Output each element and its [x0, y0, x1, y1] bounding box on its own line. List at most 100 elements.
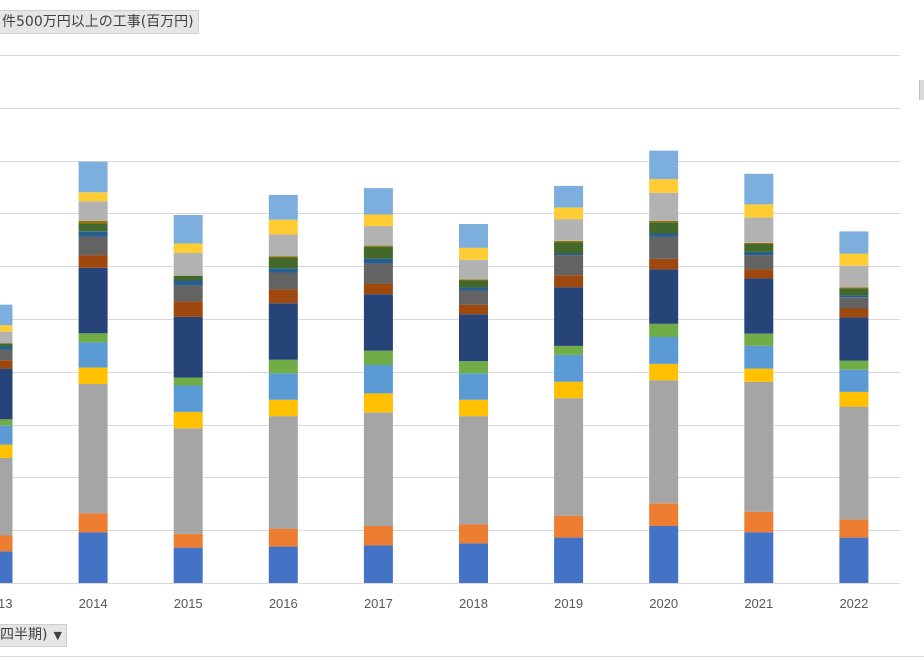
- bar-segment-s9-2022[interactable]: [839, 297, 869, 309]
- bar-segment-s1-2013[interactable]: [0, 551, 13, 583]
- bar-stack-2014[interactable]: [78, 161, 108, 583]
- bar-segment-s4-2017[interactable]: [363, 393, 393, 413]
- bar-segment-s3-2017[interactable]: [363, 412, 393, 527]
- bar-segment-s10-2017[interactable]: [363, 258, 393, 264]
- bar-segment-s5-2013[interactable]: [0, 425, 13, 445]
- bar-segment-s2-2015[interactable]: [173, 533, 203, 548]
- bar-segment-s1-2019[interactable]: [554, 537, 584, 583]
- bar-segment-s1-2020[interactable]: [649, 526, 679, 583]
- bar-segment-s9-2015[interactable]: [173, 285, 203, 302]
- bar-segment-s14-2019[interactable]: [554, 207, 584, 220]
- bar-segment-s5-2021[interactable]: [744, 345, 774, 369]
- bar-segment-s13-2017[interactable]: [363, 226, 393, 246]
- bar-segment-s12-2018[interactable]: [459, 279, 488, 281]
- bar-segment-s8-2015[interactable]: [173, 301, 203, 317]
- bar-segment-s8-2021[interactable]: [744, 269, 774, 279]
- bar-stack-2022[interactable]: [839, 231, 869, 583]
- bar-segment-s13-2021[interactable]: [744, 217, 774, 243]
- bar-segment-s11-2014[interactable]: [78, 223, 108, 232]
- bar-segment-s13-2014[interactable]: [78, 201, 108, 221]
- bar-segment-s14-2015[interactable]: [173, 243, 203, 254]
- bar-segment-s14-2013[interactable]: [0, 325, 13, 332]
- bar-segment-s3-2022[interactable]: [839, 406, 869, 520]
- bar-segment-s8-2022[interactable]: [839, 308, 869, 318]
- bar-segment-s7-2015[interactable]: [173, 316, 203, 378]
- bar-segment-s8-2014[interactable]: [78, 255, 108, 268]
- bar-segment-s1-2022[interactable]: [839, 537, 869, 583]
- bar-segment-s12-2017[interactable]: [363, 245, 393, 247]
- bar-segment-s7-2013[interactable]: [0, 368, 13, 420]
- bar-segment-s1-2015[interactable]: [173, 547, 203, 583]
- bar-segment-s7-2021[interactable]: [744, 278, 774, 334]
- bar-segment-s6-2019[interactable]: [554, 345, 584, 355]
- bar-segment-s3-2015[interactable]: [173, 428, 203, 534]
- bar-segment-s2-2014[interactable]: [78, 513, 108, 533]
- bar-stack-2021[interactable]: [744, 173, 774, 583]
- bar-segment-s8-2018[interactable]: [459, 304, 488, 315]
- bar-segment-s13-2018[interactable]: [459, 259, 488, 280]
- bar-segment-s14-2017[interactable]: [363, 214, 393, 227]
- bar-segment-s6-2016[interactable]: [268, 359, 298, 374]
- bar-segment-s6-2017[interactable]: [363, 350, 393, 365]
- bar-segment-s13-2015[interactable]: [173, 253, 203, 276]
- bar-segment-s5-2022[interactable]: [839, 369, 869, 392]
- bar-segment-s11-2021[interactable]: [744, 244, 774, 252]
- bar-segment-s10-2014[interactable]: [78, 231, 108, 237]
- bar-segment-s4-2019[interactable]: [554, 381, 584, 399]
- bar-segment-s1-2021[interactable]: [744, 532, 774, 583]
- bar-segment-s7-2019[interactable]: [554, 287, 584, 346]
- bar-segment-s15-2020[interactable]: [649, 150, 679, 180]
- bar-segment-s15-2014[interactable]: [78, 161, 108, 193]
- bar-segment-s12-2020[interactable]: [649, 220, 679, 223]
- bar-segment-s15-2013[interactable]: [0, 304, 13, 326]
- bar-stack-2020[interactable]: [649, 150, 679, 583]
- bar-segment-s2-2020[interactable]: [649, 503, 679, 526]
- bar-segment-s13-2016[interactable]: [268, 234, 298, 257]
- bar-segment-s5-2016[interactable]: [268, 373, 298, 400]
- bar-segment-s5-2014[interactable]: [78, 342, 108, 368]
- bar-segment-s3-2014[interactable]: [78, 383, 108, 514]
- bar-segment-s11-2019[interactable]: [554, 242, 584, 254]
- value-field-button[interactable]: 件500万円以上の工事(百万円): [0, 10, 199, 34]
- bar-segment-s11-2018[interactable]: [459, 280, 488, 288]
- bar-segment-s14-2022[interactable]: [839, 253, 869, 266]
- bar-segment-s3-2020[interactable]: [649, 380, 679, 504]
- bar-segment-s15-2016[interactable]: [268, 194, 298, 220]
- bar-segment-s7-2020[interactable]: [649, 269, 679, 324]
- bar-segment-s7-2014[interactable]: [78, 267, 108, 334]
- axis-field-button[interactable]: 四半期) ▼: [0, 624, 67, 647]
- bar-segment-s6-2021[interactable]: [744, 333, 774, 346]
- bar-segment-s2-2013[interactable]: [0, 535, 13, 552]
- bar-segment-s11-2022[interactable]: [839, 288, 869, 296]
- bar-segment-s2-2021[interactable]: [744, 511, 774, 533]
- bar-segment-s5-2017[interactable]: [363, 364, 393, 394]
- bar-segment-s9-2016[interactable]: [268, 272, 298, 290]
- bar-segment-s11-2015[interactable]: [173, 275, 203, 281]
- bar-segment-s13-2022[interactable]: [839, 265, 869, 288]
- bar-segment-s12-2021[interactable]: [744, 243, 774, 245]
- bar-segment-s1-2018[interactable]: [459, 543, 488, 583]
- pane-resize-handle[interactable]: [919, 80, 924, 100]
- bar-segment-s10-2018[interactable]: [459, 287, 488, 291]
- bar-segment-s15-2019[interactable]: [554, 185, 584, 208]
- bar-segment-s13-2013[interactable]: [0, 331, 13, 344]
- bar-segment-s10-2015[interactable]: [173, 280, 203, 286]
- bar-segment-s8-2013[interactable]: [0, 360, 13, 369]
- bar-segment-s10-2013[interactable]: [0, 346, 13, 350]
- bar-segment-s11-2017[interactable]: [363, 246, 393, 259]
- bar-segment-s4-2020[interactable]: [649, 363, 679, 381]
- bar-segment-s13-2019[interactable]: [554, 219, 584, 241]
- bar-segment-s7-2017[interactable]: [363, 294, 393, 351]
- bar-segment-s2-2019[interactable]: [554, 515, 584, 538]
- bar-segment-s10-2022[interactable]: [839, 295, 869, 298]
- bar-segment-s2-2016[interactable]: [268, 528, 298, 547]
- bar-segment-s9-2013[interactable]: [0, 349, 13, 361]
- bar-segment-s9-2014[interactable]: [78, 236, 108, 256]
- bar-segment-s5-2019[interactable]: [554, 354, 584, 382]
- bar-segment-s12-2016[interactable]: [268, 256, 298, 258]
- bar-segment-s7-2016[interactable]: [268, 303, 298, 360]
- bar-segment-s6-2015[interactable]: [173, 377, 203, 386]
- bar-segment-s12-2022[interactable]: [839, 287, 869, 289]
- bar-segment-s5-2015[interactable]: [173, 385, 203, 412]
- bar-segment-s10-2020[interactable]: [649, 233, 679, 237]
